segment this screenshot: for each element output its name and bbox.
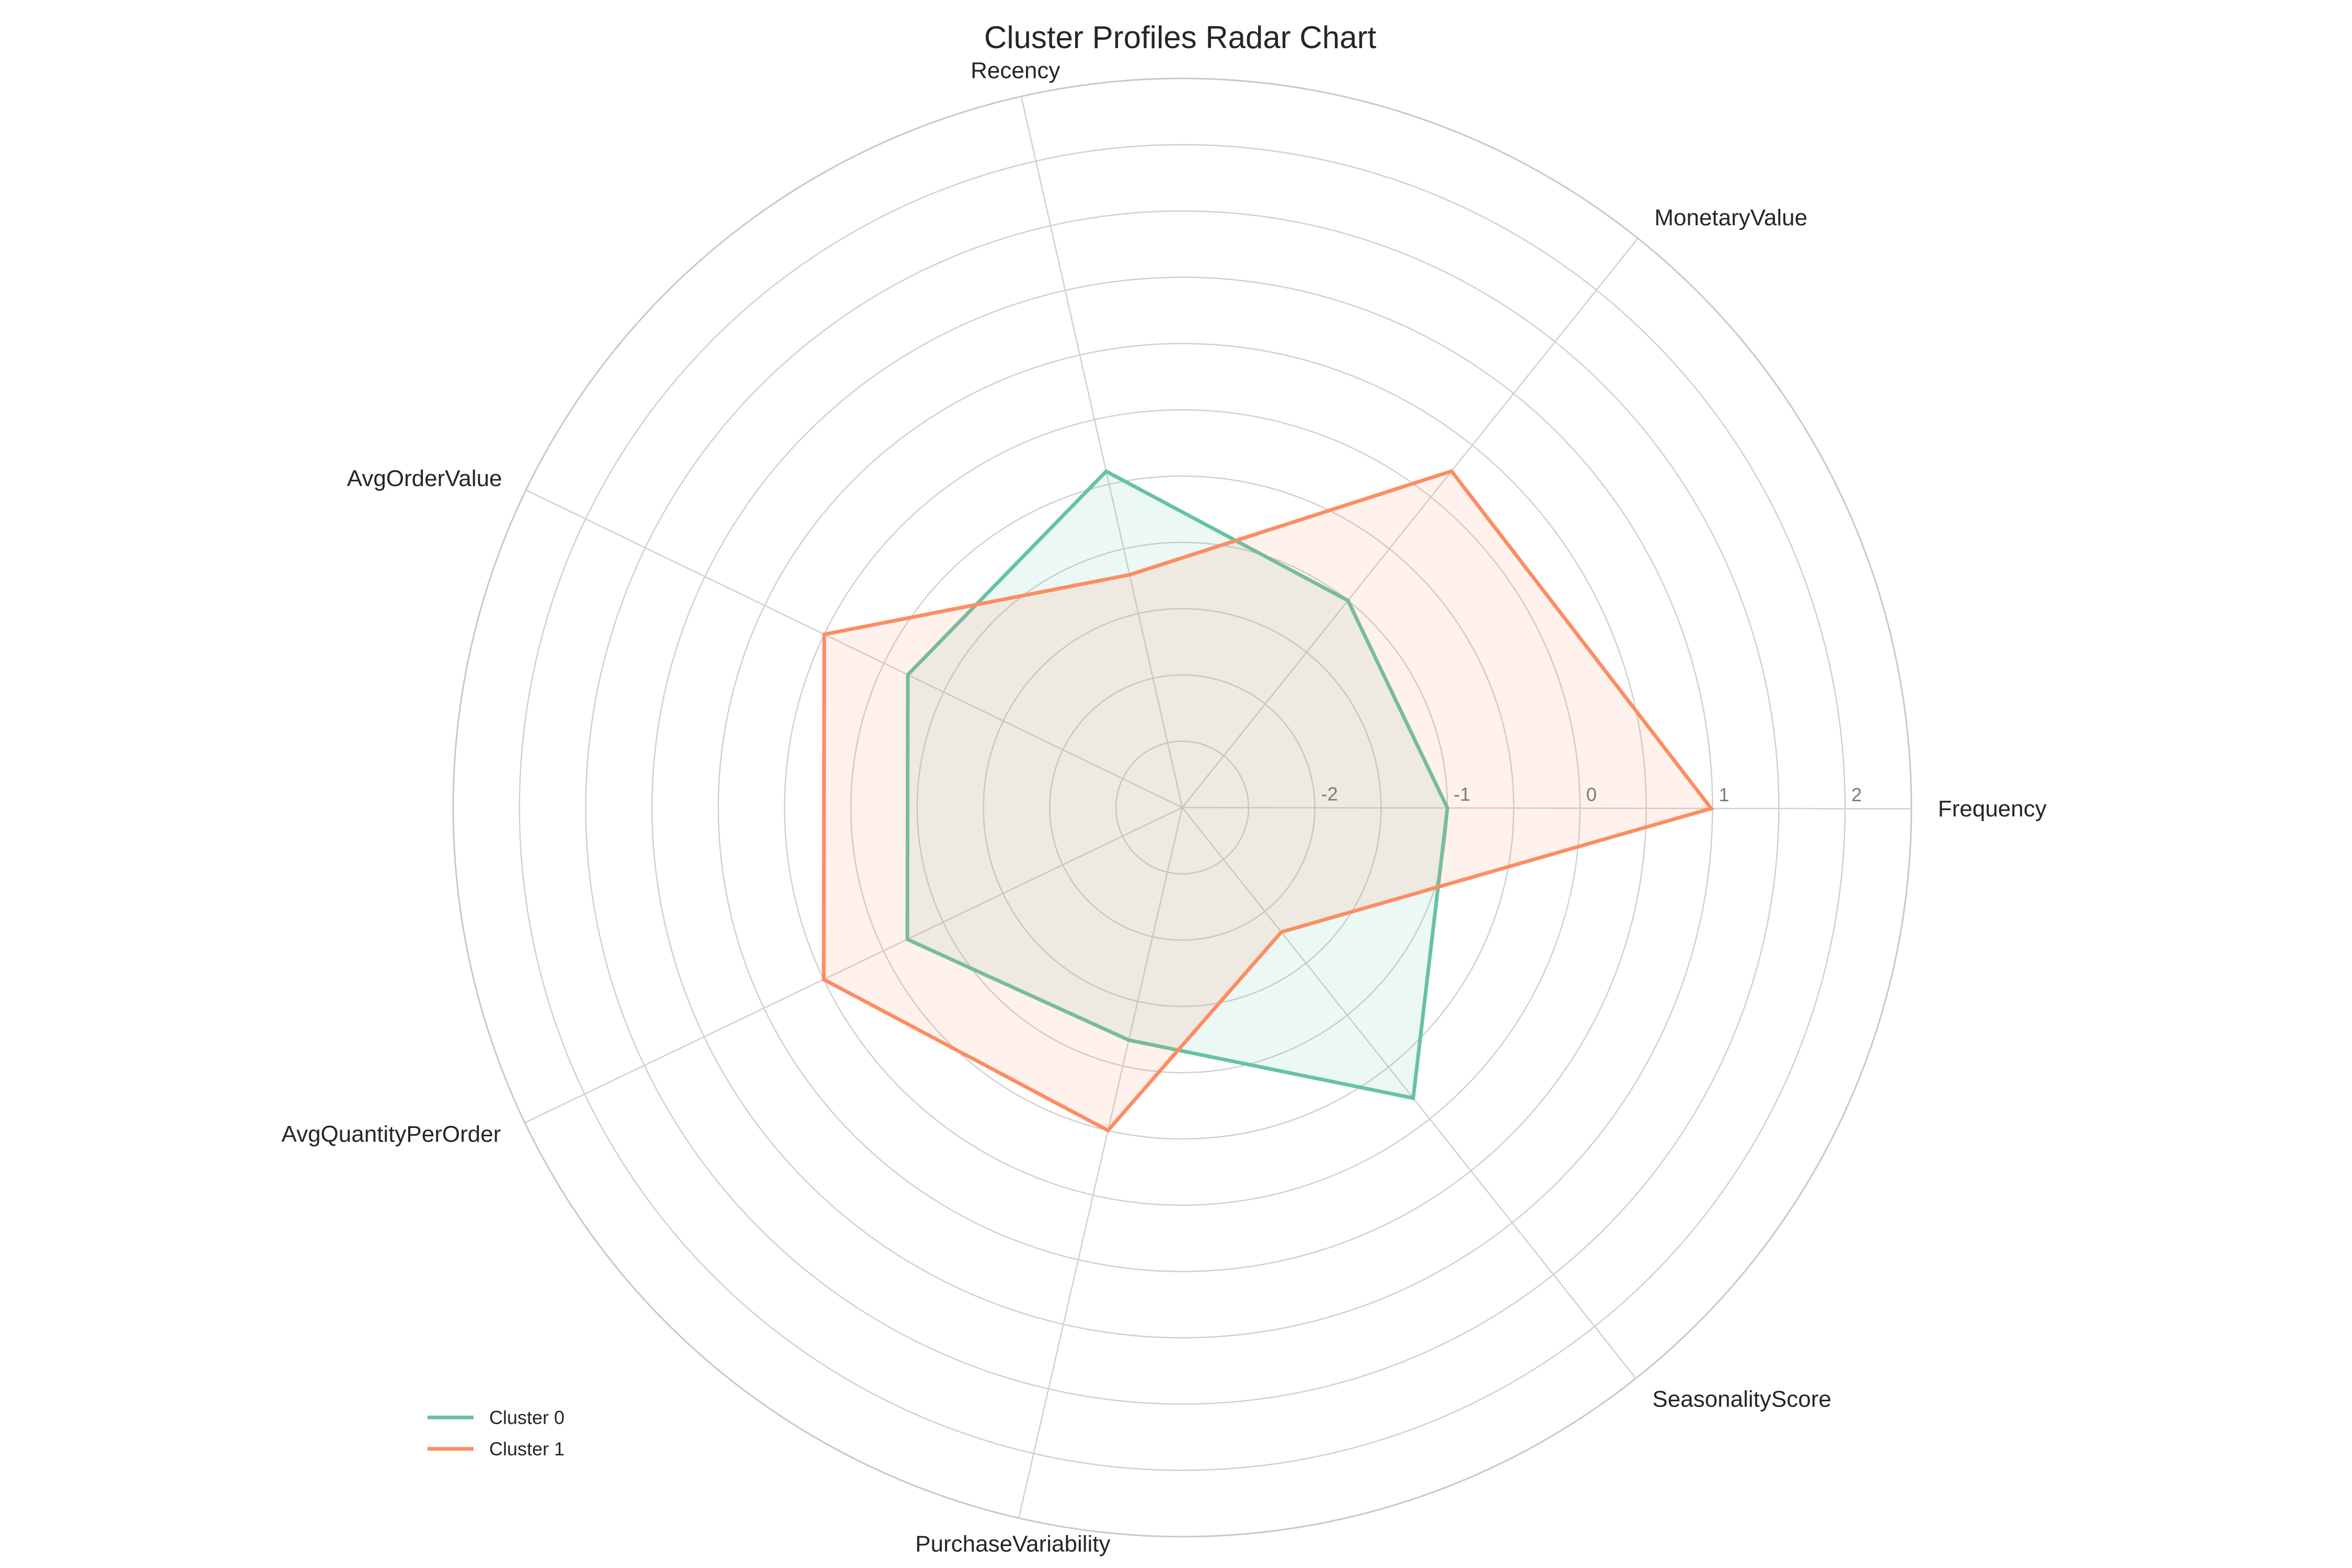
series-layer (822, 469, 1714, 1133)
grid-layer (452, 77, 1912, 1538)
label-layer: Frequency MonetaryValue Recency AvgOrderVal… (282, 57, 2047, 1557)
series-line-cluster-1 (822, 469, 1714, 1133)
axis-label: AvgOrderValue (347, 466, 502, 491)
axis-label: AvgQuantityPerOrder (282, 1122, 501, 1147)
grid-circle (518, 144, 1846, 1471)
radial-tick-label: -1 (1454, 783, 1470, 805)
legend: Cluster 0 Cluster 1 (428, 1407, 564, 1460)
spoke-line (1182, 806, 1911, 810)
chart-title: Cluster Profiles Radar Chart (984, 20, 1377, 55)
radial-tick-label: -2 (1321, 783, 1338, 804)
grid-circle (783, 409, 1581, 1206)
axis-label: Recency (971, 57, 1060, 83)
spoke-line (525, 489, 1183, 809)
spoke-line (1182, 807, 1636, 1379)
legend-label-cluster-1: Cluster 1 (489, 1438, 564, 1460)
spoke-line (524, 806, 1183, 1124)
axis-label: Frequency (1938, 796, 2047, 822)
radial-tick-label: 0 (1586, 783, 1597, 805)
axis-label: PurchaseVariability (915, 1531, 1110, 1557)
grid-circle (718, 343, 1647, 1272)
series-fill-cluster-1 (823, 471, 1711, 1131)
grid-circle (585, 210, 1780, 1405)
series-line-cluster-0 (905, 469, 1449, 1101)
spoke-line (1018, 807, 1183, 1518)
spoke-line (1020, 96, 1183, 808)
legend-label-cluster-0: Cluster 0 (489, 1407, 564, 1428)
spoke-line (1182, 238, 1639, 808)
radial-tick-label: 1 (1719, 784, 1730, 805)
radial-tick-label: 2 (1851, 784, 1862, 805)
series-fill-cluster-0 (907, 471, 1448, 1098)
axis-label: MonetaryValue (1654, 205, 1807, 230)
axis-label: SeasonalityScore (1652, 1386, 1831, 1412)
radar-frame (452, 77, 1912, 1538)
